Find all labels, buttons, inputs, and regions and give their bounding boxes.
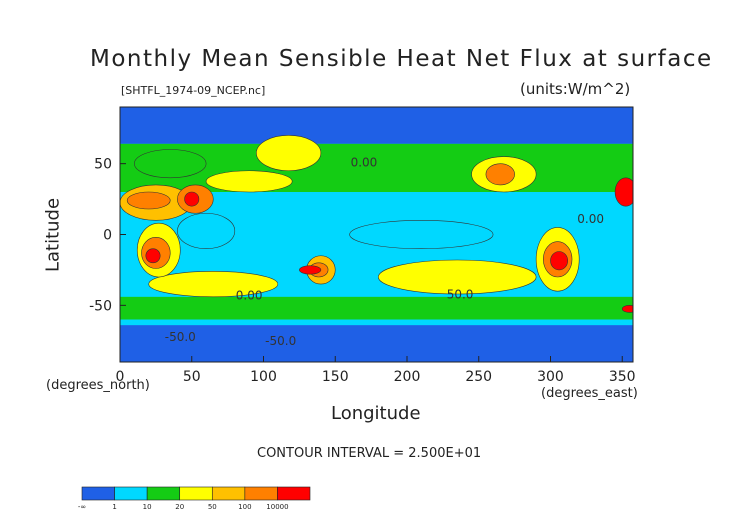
contour-label: 0.00 [577,212,604,226]
field-region [126,191,171,210]
file-label: [SHTFL_1974-09_NCEP.nc] [121,84,266,97]
field-region [177,212,236,249]
x-tick-label: 350 [609,369,636,385]
legend-swatch [179,486,213,501]
legend-swatch [81,486,115,501]
field-region [621,305,633,313]
contour-label: -50.0 [165,330,196,344]
legend-bound-label: -∞ [78,503,86,511]
legend-swatch [277,486,311,501]
y-tick-label: 50 [94,157,112,173]
field-region [148,271,279,298]
x-unit-note: (degrees_east) [541,386,638,401]
units-label: (units:W/m^2) [520,80,631,98]
contour-interval: CONTOUR INTERVAL = 2.500E+01 [257,446,482,461]
field-region [120,296,633,320]
field-region [299,265,322,275]
legend-bound-label: 10 [143,503,152,511]
x-tick-label: 250 [465,369,492,385]
field-region [145,248,161,264]
legend-swatch [244,486,278,501]
x-tick-label: 300 [537,369,564,385]
legend-swatch [211,486,246,501]
x-axis-label: Longitude [331,403,421,424]
field-region [256,135,322,172]
field-region [184,191,200,207]
x-tick-label: 0 [116,369,125,385]
contour-label: 0.00 [236,289,263,303]
legend-bound-label: 1 [112,503,116,511]
x-tick-label: 100 [250,369,277,385]
x-tick-label: 50 [183,369,201,385]
field-layer [120,107,633,362]
field-region [349,220,494,249]
contour-label: 0.00 [351,156,378,170]
contour-label: -50.0 [265,334,296,348]
x-tick-label: 200 [394,369,421,385]
legend-bound-label: 20 [175,503,184,511]
field-region [377,259,537,295]
field-region [485,163,515,186]
field-region [614,177,633,207]
field-region [205,170,293,193]
chart-title: Monthly Mean Sensible Heat Net Flux at s… [90,46,713,72]
y-tick-label: 0 [103,228,112,244]
legend-bound-label: 10000 [266,503,288,511]
y-unit-note: (degrees_north) [46,378,150,393]
legend-bound-label: 50 [208,503,217,511]
x-tick-label: 150 [322,369,349,385]
legend-bound-label: 100 [238,503,251,511]
field-region [134,149,207,179]
field-region [120,325,633,362]
field-region [120,107,633,144]
field-region [550,251,569,271]
field-region [120,143,633,192]
legend-swatch [146,486,181,501]
contour-label: 50.0 [447,287,474,301]
y-tick-label: -50 [89,298,112,314]
legend-swatch [114,486,148,501]
